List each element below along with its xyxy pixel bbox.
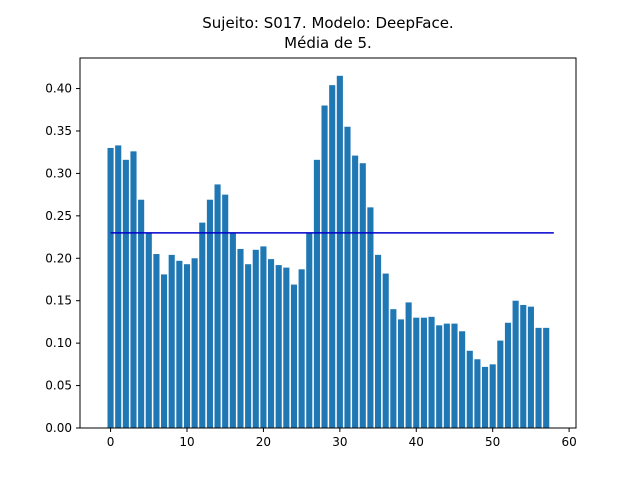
bars-group <box>107 75 550 429</box>
bar <box>382 273 389 428</box>
y-tick-label: 0.20 <box>45 251 72 265</box>
y-tick-label: 0.05 <box>45 379 72 393</box>
bar <box>504 322 512 428</box>
bar <box>436 325 443 428</box>
bar <box>336 75 343 428</box>
y-tick-label: 0.15 <box>45 294 72 308</box>
bar <box>420 317 427 428</box>
bar <box>306 232 313 428</box>
bar <box>413 317 420 428</box>
bar <box>145 232 152 428</box>
bar <box>428 316 435 428</box>
y-tick-label: 0.25 <box>45 209 72 223</box>
bar <box>107 147 114 428</box>
bar <box>168 254 175 428</box>
bar <box>206 199 213 428</box>
bar <box>535 327 542 428</box>
bar <box>443 323 450 428</box>
x-tick-label: 20 <box>256 435 271 449</box>
bar <box>405 302 412 428</box>
plot-frame <box>79 57 577 429</box>
bar <box>122 159 129 428</box>
bar <box>245 264 252 428</box>
bar <box>138 199 145 428</box>
bar <box>512 300 519 428</box>
x-tick-label: 40 <box>409 435 424 449</box>
bar <box>283 267 290 428</box>
bar <box>390 309 397 428</box>
y-tick-label: 0.10 <box>45 336 72 350</box>
y-tick-label: 0.35 <box>45 124 72 138</box>
x-tick-label: 60 <box>561 435 576 449</box>
bar <box>115 145 122 428</box>
bar <box>229 232 236 428</box>
bar <box>459 331 466 428</box>
bar <box>451 323 458 428</box>
bar <box>344 126 351 429</box>
bar <box>329 85 336 428</box>
bar <box>474 359 481 428</box>
bar <box>191 258 198 428</box>
bar <box>543 327 550 428</box>
x-tick-label: 50 <box>485 435 500 449</box>
bar <box>252 249 259 428</box>
bar <box>161 274 168 428</box>
bar <box>367 207 374 428</box>
bar <box>375 254 382 428</box>
bar <box>466 350 473 428</box>
bar <box>527 306 534 428</box>
x-tick-label: 30 <box>332 435 347 449</box>
bar <box>298 269 305 428</box>
bar <box>222 194 229 428</box>
bar <box>482 366 489 428</box>
bar <box>275 265 282 428</box>
bar <box>290 284 298 428</box>
x-tick-label: 10 <box>179 435 194 449</box>
bar <box>268 259 275 428</box>
x-tick-label: 0 <box>107 435 115 449</box>
bar <box>176 260 183 428</box>
bar <box>359 163 366 429</box>
bar <box>397 319 405 428</box>
bar <box>199 222 206 428</box>
x-axis: 0 10 20 30 40 50 60 <box>107 428 577 449</box>
bar <box>237 248 244 428</box>
bar <box>153 254 160 428</box>
y-tick-label: 0.30 <box>45 166 72 180</box>
bar <box>489 364 496 428</box>
bar <box>313 159 320 428</box>
y-tick-label: 0.00 <box>45 421 72 435</box>
bar <box>214 184 221 428</box>
bar <box>260 246 267 428</box>
chart-title-line-1: Sujeito: S017. Modelo: DeepFace. <box>202 14 453 32</box>
y-tick-label: 0.40 <box>45 82 72 96</box>
bar <box>183 264 191 428</box>
bar <box>321 105 328 429</box>
chart-title-line-2: Média de 5. <box>284 34 372 52</box>
bar <box>520 304 527 428</box>
bar <box>497 340 504 428</box>
bar <box>130 151 137 428</box>
y-axis: 0.00 0.05 0.10 0.15 0.20 0.25 0.30 0.35 0.40 <box>45 82 80 435</box>
bar <box>352 155 359 428</box>
